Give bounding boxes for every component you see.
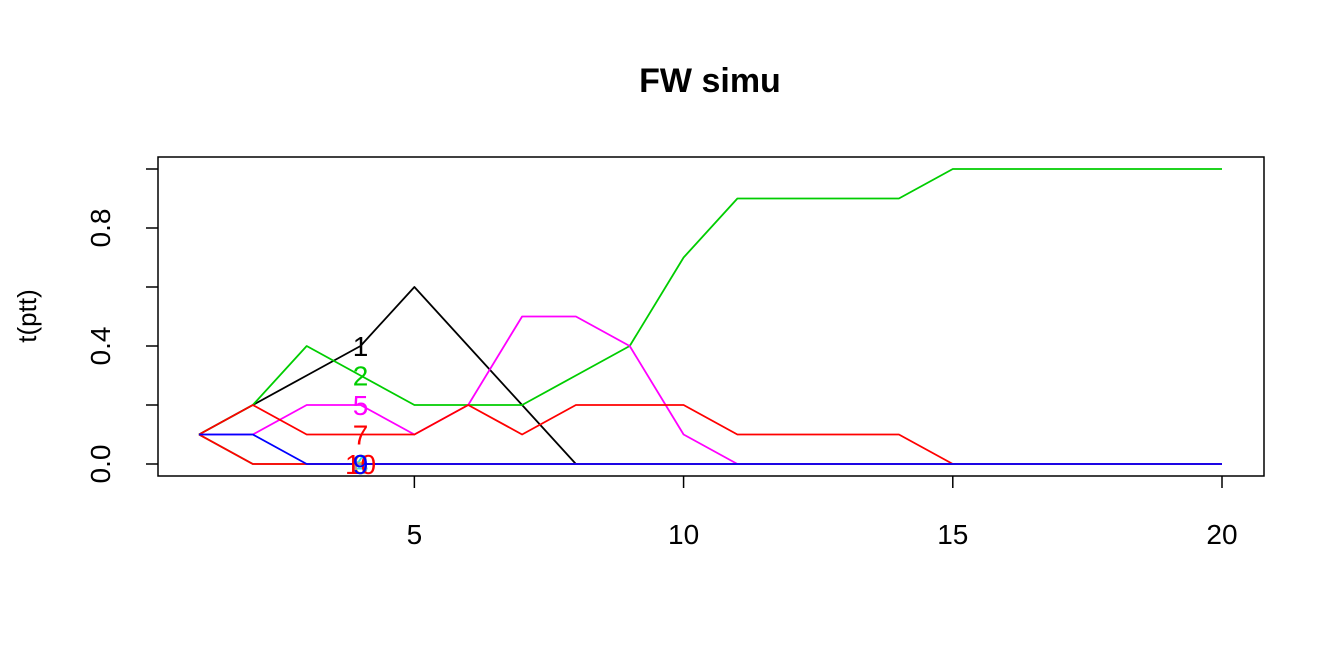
y-tick-label-1: 0.4	[85, 327, 116, 366]
y-axis-label: t(ptt)	[12, 289, 42, 342]
series-label-6: 6	[353, 449, 369, 480]
x-tick-label-5: 5	[407, 519, 423, 550]
series-label-1: 1	[353, 331, 369, 362]
series-line-9	[199, 433, 1222, 465]
x-tick-label-15: 15	[937, 519, 968, 550]
series-label-7: 7	[353, 420, 369, 451]
chart-title: FW simu	[639, 62, 781, 100]
series-label-5: 5	[353, 390, 369, 421]
series-label-9: 9	[353, 449, 369, 480]
series-layer	[198, 168, 1222, 465]
x-tick-label-10: 10	[668, 519, 699, 550]
series-label-3: 3	[353, 449, 369, 480]
plot-frame	[157, 156, 1265, 477]
series-label-8: 8	[353, 449, 369, 480]
series-label-2: 2	[353, 361, 369, 392]
y-tick-label-2: 0.8	[85, 209, 116, 248]
series-label-4: 4	[353, 449, 369, 480]
y-tick-label-0: 0.0	[85, 445, 116, 484]
series-label-10: 10	[345, 449, 376, 480]
x-tick-label-20: 20	[1206, 519, 1237, 550]
series-line-2	[198, 168, 1222, 436]
axes: 5 10 15 200.00.40.8	[85, 168, 1238, 550]
